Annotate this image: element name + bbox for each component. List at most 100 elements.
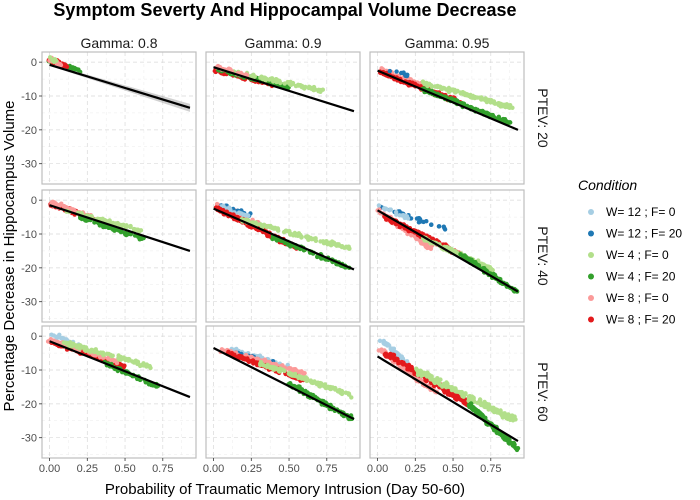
data-point (97, 354, 103, 360)
data-point (442, 227, 448, 232)
data-point (381, 338, 386, 344)
data-point (497, 431, 503, 436)
data-point (395, 356, 400, 362)
data-point (236, 210, 242, 215)
data-point (244, 357, 249, 362)
y-tick-label: 0 (31, 331, 37, 343)
data-point (384, 216, 389, 221)
data-point (418, 217, 423, 222)
data-point (302, 377, 308, 382)
data-point (320, 87, 325, 92)
data-point (330, 385, 335, 390)
data-point (376, 203, 382, 208)
y-tick-label: -10 (21, 365, 37, 377)
facet-panel (369, 51, 525, 185)
data-point (121, 223, 127, 228)
data-point (424, 378, 429, 384)
data-point (47, 55, 53, 60)
data-point (425, 83, 430, 89)
data-point (453, 249, 458, 254)
regression-line (49, 204, 191, 252)
data-point (52, 57, 58, 62)
data-point (454, 397, 459, 402)
data-point (438, 85, 443, 90)
data-point (307, 378, 313, 383)
data-point (138, 228, 144, 233)
panel-border (205, 325, 361, 459)
panel-border (369, 189, 525, 323)
data-point (405, 72, 410, 77)
data-point (504, 414, 509, 419)
legend-entry-label: W= 12 ; F= 0 (606, 205, 676, 219)
facet-panel: 0 -10 -20 -30 (21, 189, 197, 323)
x-axis-title: Probability of Traumatic Memory Intrusio… (105, 481, 465, 498)
y-tick-label: -30 (21, 433, 37, 445)
y-tick-label: 0 (31, 57, 37, 69)
data-point (244, 212, 249, 218)
data-point (250, 74, 256, 80)
data-point (428, 83, 433, 88)
data-point (449, 387, 455, 393)
legend-swatch (588, 273, 594, 280)
panel-border (205, 189, 361, 323)
x-tick-label: 0.50 (114, 463, 135, 475)
data-point (485, 111, 490, 116)
data-point (54, 335, 60, 341)
regression-line (376, 355, 519, 443)
data-point (500, 415, 505, 420)
data-point (388, 346, 393, 351)
legend-swatch (588, 252, 594, 258)
data-point (285, 362, 290, 368)
data-point (282, 368, 287, 374)
data-point (453, 90, 458, 95)
data-point (116, 353, 121, 358)
y-axis-title: Percentage Decrease in Hippocampus Volum… (1, 100, 18, 411)
data-point (66, 343, 72, 349)
data-point (285, 85, 291, 90)
data-point (219, 347, 225, 352)
facet-panel (205, 189, 361, 323)
data-point (387, 207, 392, 213)
data-point (448, 88, 453, 93)
data-point (489, 405, 494, 410)
panel-border (41, 325, 197, 459)
data-point (257, 222, 263, 227)
data-point (299, 84, 304, 90)
panel-border (369, 51, 525, 185)
legend-entry-label: W= 8 ; F= 0 (606, 291, 669, 305)
data-point (496, 101, 501, 107)
regression-line (213, 66, 355, 113)
data-point (316, 88, 321, 93)
data-point (249, 359, 254, 364)
data-point (318, 239, 323, 244)
data-point (383, 352, 388, 357)
y-tick-label: -10 (21, 229, 37, 241)
legend-entry-label: W= 8 ; F= 20 (606, 313, 676, 327)
data-point (471, 396, 476, 401)
data-point (249, 354, 254, 359)
data-point (514, 447, 520, 453)
legend-swatch (588, 230, 594, 237)
facet-panel: 0 -10 -20 -30 0.00 0.25 0.50 0.75 (21, 325, 197, 475)
data-point (328, 241, 333, 246)
x-tick-label: 0.25 (405, 463, 426, 475)
data-point (50, 199, 56, 204)
data-point (484, 98, 489, 104)
data-point (260, 362, 265, 367)
data-point (379, 349, 385, 354)
data-point (394, 69, 399, 74)
regression-line (213, 347, 355, 421)
data-point (427, 373, 432, 379)
data-point (433, 84, 438, 89)
data-point (286, 80, 291, 85)
data-point (488, 267, 493, 272)
y-tick-label: -10 (21, 91, 37, 103)
data-point (441, 381, 447, 387)
y-tick-label: -20 (21, 125, 37, 137)
data-point (391, 355, 396, 361)
data-point (477, 397, 483, 402)
data-point (282, 81, 287, 86)
regression-line (49, 340, 191, 399)
facet-panel: 0.00 0.25 0.50 0.75 (203, 325, 361, 475)
